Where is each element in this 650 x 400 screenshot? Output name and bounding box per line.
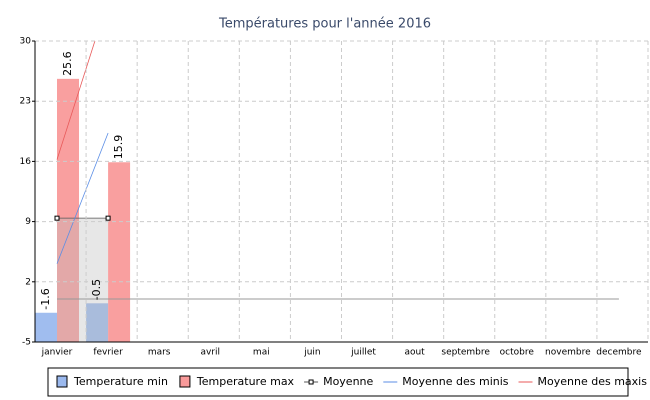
x-tick-label: mars xyxy=(148,348,171,358)
marker xyxy=(54,215,60,221)
data-label: -0.5 xyxy=(90,279,103,300)
x-tick-label: mai xyxy=(253,348,270,358)
legend-label: Temperature max xyxy=(196,375,295,388)
y-tick-label: 9 xyxy=(25,217,31,227)
x-tick-label: decembre xyxy=(596,348,642,358)
x-tick-label: avril xyxy=(200,348,220,358)
line xyxy=(56,132,109,264)
legend-marker xyxy=(308,379,314,385)
area xyxy=(57,218,109,342)
x-tick-label: aout xyxy=(404,348,425,358)
x-tick-label: janvier xyxy=(41,348,73,358)
legend-swatch xyxy=(56,375,68,388)
data-label: 25.6 xyxy=(61,51,74,76)
bar xyxy=(57,78,79,342)
legend-label: Moyenne des maxis xyxy=(538,375,648,388)
x-tick-label: fevrier xyxy=(93,348,123,358)
bar xyxy=(108,162,131,342)
chart-title: Températures pour l'année 2016 xyxy=(218,17,431,32)
y-tick-label: 16 xyxy=(20,157,32,167)
bar xyxy=(35,312,57,342)
y-tick-label: 30 xyxy=(20,37,32,47)
plot-area xyxy=(35,41,131,342)
data-label: 15.9 xyxy=(112,135,125,160)
y-tick-label: -5 xyxy=(22,338,31,348)
x-tick-label: juillet xyxy=(350,348,376,358)
data-label: -1.6 xyxy=(39,288,52,309)
y-tick-label: 2 xyxy=(25,277,31,287)
y-tick-label: 23 xyxy=(20,97,31,107)
legend-label: Moyenne des minis xyxy=(402,375,508,388)
x-tick-label: octobre xyxy=(500,348,535,358)
bar xyxy=(86,303,109,342)
x-tick-label: novembre xyxy=(545,348,591,358)
x-tick-label: juin xyxy=(303,348,320,358)
legend-label: Temperature min xyxy=(73,375,168,388)
marker xyxy=(105,215,111,221)
x-tick-label: septembre xyxy=(441,348,490,358)
legend-swatch xyxy=(179,375,191,388)
legend-label: Moyenne xyxy=(323,375,373,388)
line xyxy=(56,41,96,160)
